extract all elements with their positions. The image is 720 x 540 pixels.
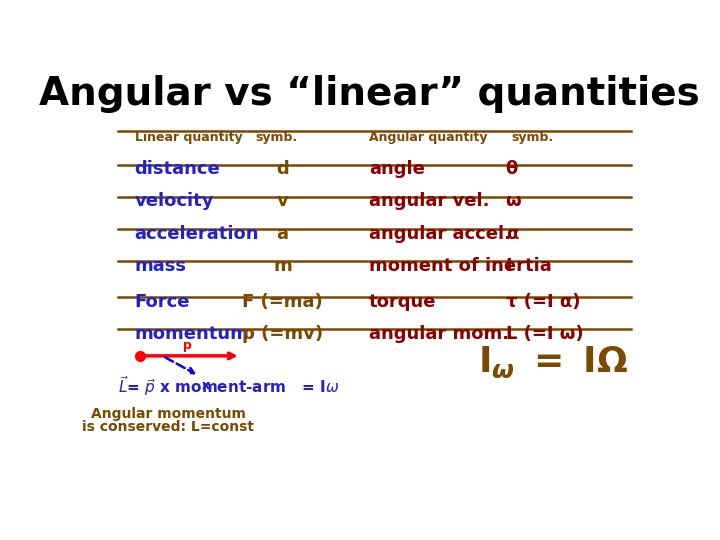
Text: Linear quantity: Linear quantity xyxy=(135,131,242,144)
Text: angular vel.: angular vel. xyxy=(369,192,490,210)
Text: m: m xyxy=(273,257,292,275)
Text: momentum: momentum xyxy=(135,325,250,343)
Text: $\mathbf{I}_{\boldsymbol{\omega}}\ \mathbf{=\ I\Omega}$: $\mathbf{I}_{\boldsymbol{\omega}}\ \math… xyxy=(478,345,628,380)
Text: d: d xyxy=(276,160,289,178)
Text: $\vec{L}$= $\vec{p}$ x moment-arm   = I$\omega$: $\vec{L}$= $\vec{p}$ x moment-arm = I$\o… xyxy=(118,374,339,398)
Text: a: a xyxy=(276,225,289,242)
Text: angular accel.: angular accel. xyxy=(369,225,511,242)
Text: F (=ma): F (=ma) xyxy=(242,293,323,311)
Text: angular mom.: angular mom. xyxy=(369,325,509,343)
Text: θ: θ xyxy=(505,160,518,178)
Text: ω: ω xyxy=(505,192,521,210)
Text: p: p xyxy=(183,339,192,352)
Text: is conserved: L=const: is conserved: L=const xyxy=(82,420,254,434)
Text: Force: Force xyxy=(135,293,190,311)
Text: I: I xyxy=(505,257,513,275)
Text: L (=I ω): L (=I ω) xyxy=(505,325,583,343)
Text: x: x xyxy=(202,379,210,392)
Text: τ (=I α): τ (=I α) xyxy=(505,293,580,311)
Text: torque: torque xyxy=(369,293,436,311)
Text: acceleration: acceleration xyxy=(135,225,259,242)
Text: v: v xyxy=(276,192,289,210)
Text: angle: angle xyxy=(369,160,425,178)
Text: α: α xyxy=(505,225,518,242)
Text: moment of inertia: moment of inertia xyxy=(369,257,552,275)
Text: velocity: velocity xyxy=(135,192,214,210)
Text: mass: mass xyxy=(135,257,186,275)
Text: symb.: symb. xyxy=(511,131,554,144)
Text: distance: distance xyxy=(135,160,220,178)
Text: symb.: symb. xyxy=(256,131,298,144)
Text: Angular vs “linear” quantities: Angular vs “linear” quantities xyxy=(39,75,699,113)
Text: Angular quantity: Angular quantity xyxy=(369,131,487,144)
Text: p (=mv): p (=mv) xyxy=(242,325,323,343)
Text: Angular momentum: Angular momentum xyxy=(91,407,246,421)
